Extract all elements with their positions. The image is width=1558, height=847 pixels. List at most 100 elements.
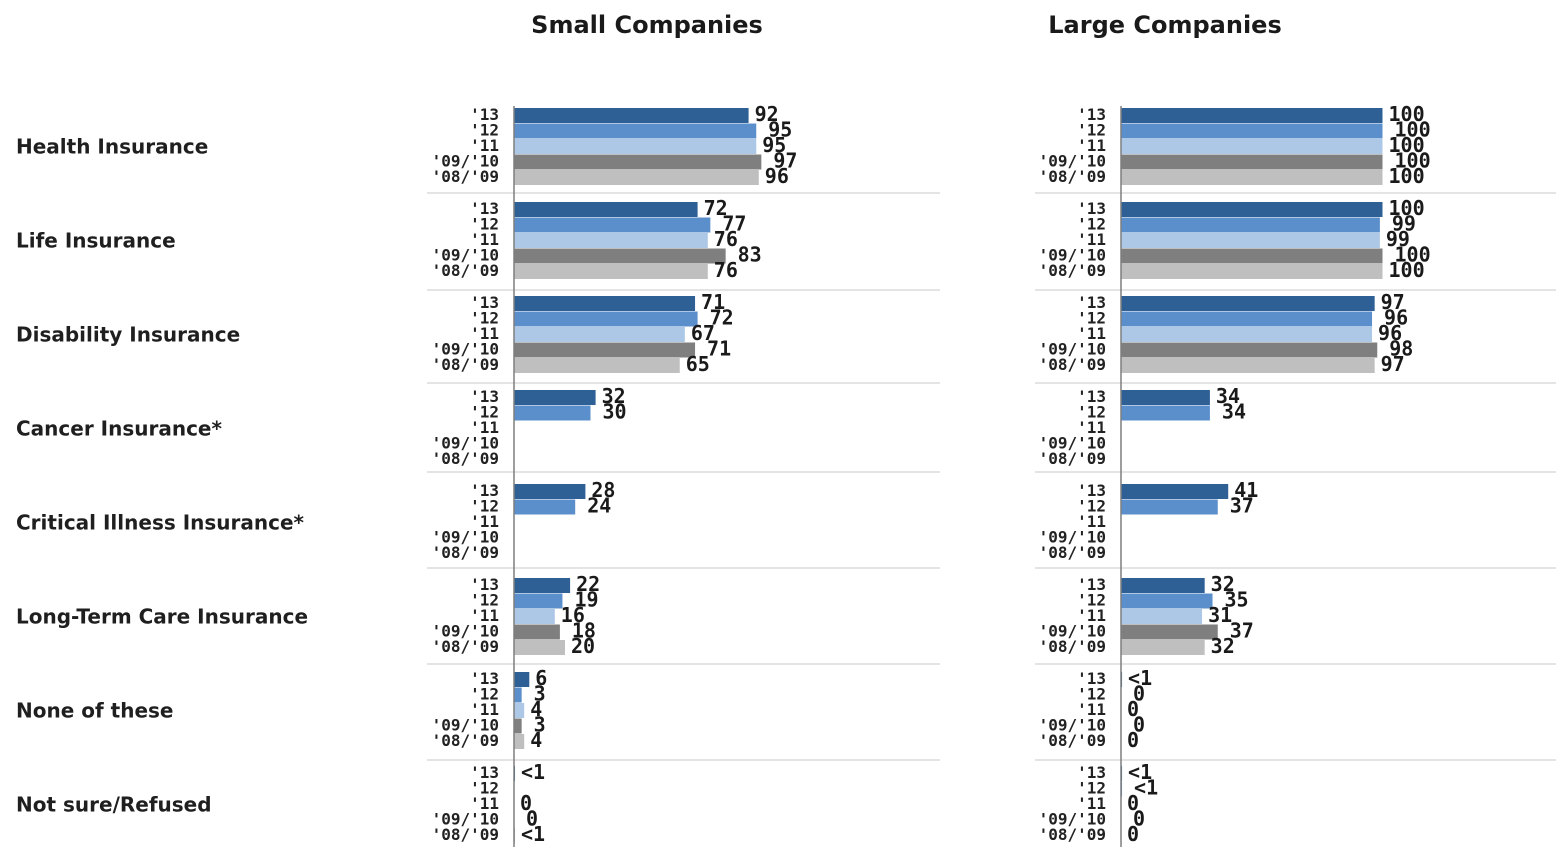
year-label: '09/'10 (432, 340, 499, 359)
bar (514, 311, 698, 327)
data-label: 72 (704, 196, 728, 220)
data-label: 30 (603, 400, 627, 424)
data-label: 4 (530, 728, 542, 752)
year-label: '08/'09 (1039, 449, 1106, 468)
year-label: '13 (1077, 199, 1106, 218)
bar (1121, 154, 1383, 170)
bar (514, 170, 759, 185)
bar (1121, 264, 1383, 279)
bar (514, 405, 591, 421)
data-label: 6 (535, 666, 547, 690)
bar (514, 296, 696, 311)
bar (1121, 248, 1383, 264)
year-label: '08/'09 (1039, 731, 1106, 750)
data-label: 16 (561, 603, 585, 627)
year-label: '13 (1077, 763, 1106, 782)
data-label: 24 (587, 494, 611, 518)
year-label: '08/'09 (432, 449, 499, 468)
bar (1121, 123, 1383, 139)
data-label: 4 (530, 697, 542, 721)
year-label: '12 (470, 779, 499, 798)
data-label: 76 (714, 227, 738, 251)
year-label: '12 (470, 591, 499, 610)
year-label: '09/'10 (1039, 434, 1106, 453)
data-label: 31 (1208, 603, 1232, 627)
data-label: 97 (1381, 352, 1405, 376)
data-label: 18 (572, 619, 596, 643)
data-label: <1 (1128, 760, 1152, 784)
bar (514, 327, 685, 342)
data-label: 100 (1395, 118, 1431, 142)
year-label: '12 (470, 121, 499, 140)
year-label: '12 (470, 685, 499, 704)
bar (514, 233, 708, 248)
year-label: '12 (1077, 591, 1106, 610)
year-label: '11 (470, 136, 499, 155)
year-label: '13 (1077, 575, 1106, 594)
category-label: Critical Illness Insurance* (16, 511, 305, 535)
year-label: '09/'10 (432, 152, 499, 171)
year-label: '13 (470, 481, 499, 500)
bar (1121, 202, 1383, 217)
category-label: Long-Term Care Insurance (16, 605, 308, 629)
year-label: '12 (470, 403, 499, 422)
data-label: 100 (1389, 133, 1425, 157)
year-label: '08/'09 (432, 825, 499, 844)
data-label: 100 (1395, 243, 1431, 267)
data-label: <1 (521, 822, 545, 846)
year-label: '13 (1077, 669, 1106, 688)
data-label: 0 (1127, 728, 1139, 752)
year-label: '12 (1077, 403, 1106, 422)
data-label: 20 (571, 634, 595, 658)
data-label: 96 (1378, 321, 1402, 345)
data-label: 0 (1127, 791, 1139, 815)
year-label: '12 (470, 497, 499, 516)
year-label: '12 (1077, 497, 1106, 516)
year-label: '08/'09 (1039, 261, 1106, 280)
data-label: 100 (1389, 196, 1425, 220)
data-label: 22 (576, 572, 600, 596)
data-label: 95 (768, 118, 792, 142)
year-label: '11 (1077, 794, 1106, 813)
data-label: 32 (1211, 572, 1235, 596)
year-label: '09/'10 (1039, 528, 1106, 547)
bar (514, 108, 749, 123)
data-label: 0 (520, 791, 532, 815)
year-label: '12 (1077, 121, 1106, 140)
year-label: '08/'09 (432, 355, 499, 374)
bar (1121, 390, 1210, 405)
data-label: 32 (602, 384, 626, 408)
year-label: '11 (470, 230, 499, 249)
year-label: '08/'09 (1039, 355, 1106, 374)
bar (514, 248, 726, 264)
year-label: '11 (1077, 512, 1106, 531)
year-label: '09/'10 (1039, 246, 1106, 265)
bar (1121, 233, 1380, 248)
year-label: '11 (1077, 700, 1106, 719)
data-label: <1 (521, 760, 545, 784)
year-label: '13 (1077, 481, 1106, 500)
bar (514, 703, 525, 718)
data-label: 95 (762, 133, 786, 157)
category-label: Life Insurance (16, 229, 176, 253)
data-label: 97 (773, 149, 797, 173)
data-label: 98 (1389, 337, 1413, 361)
year-label: '08/'09 (1039, 543, 1106, 562)
bar (1121, 296, 1375, 311)
year-label: '13 (1077, 293, 1106, 312)
data-label: 100 (1389, 102, 1425, 126)
data-label: 0 (526, 807, 538, 831)
bar (514, 484, 586, 499)
year-label: '09/'10 (432, 246, 499, 265)
year-label: '08/'09 (432, 543, 499, 562)
year-label: '11 (1077, 418, 1106, 437)
data-label: 67 (691, 321, 715, 345)
data-label: 0 (1133, 807, 1145, 831)
year-label: '12 (1077, 779, 1106, 798)
bar (1121, 609, 1203, 624)
year-label: '13 (470, 293, 499, 312)
bar (514, 734, 525, 749)
bar (514, 718, 522, 734)
data-label: 100 (1389, 258, 1425, 282)
